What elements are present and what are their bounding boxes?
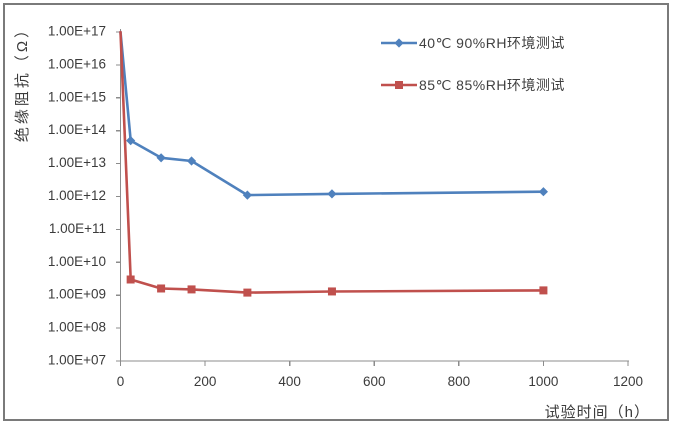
data-point-marker — [538, 187, 549, 197]
y-tick-label: 1.00E+16 — [48, 56, 106, 71]
x-tick-label: 200 — [194, 374, 217, 389]
legend-line-square-icon — [381, 81, 417, 89]
x-tick-label: 1000 — [528, 374, 558, 389]
y-tick-label: 1.00E+12 — [48, 188, 106, 203]
data-point-marker — [186, 156, 197, 166]
data-point-marker — [156, 153, 166, 163]
legend-item-85c-85rh[interactable]: 85℃ 85%RH环境测试 — [381, 77, 565, 93]
x-tick-label: 800 — [448, 374, 471, 389]
diamond-marker-icon — [394, 38, 404, 48]
data-point-marker — [126, 275, 135, 284]
square-marker-icon — [395, 81, 403, 89]
series-0 — [119, 30, 549, 200]
y-tick-label: 1.00E+17 — [48, 24, 106, 39]
y-axis-title: 绝缘阻抗（Ω） — [14, 19, 31, 143]
legend-item-40c-90rh[interactable]: 40℃ 90%RH环境测试 — [381, 35, 565, 51]
series-line-0 — [119, 30, 545, 197]
y-tick-label: 1.00E+14 — [48, 122, 107, 137]
data-point-marker — [157, 284, 166, 293]
legend-label: 40℃ 90%RH环境测试 — [419, 35, 565, 51]
y-tick-label: 1.00E+13 — [48, 155, 106, 170]
data-point-marker — [327, 189, 337, 199]
legend-label: 85℃ 85%RH环境测试 — [419, 77, 565, 93]
data-point-marker — [242, 190, 252, 200]
y-tick-label: 1.00E+09 — [48, 287, 106, 302]
x-tick-label: 0 — [117, 374, 125, 389]
legend-line-diamond-icon — [381, 38, 417, 48]
x-tick-label: 400 — [278, 374, 301, 389]
chart-frame — [3, 3, 669, 421]
series-line-1 — [119, 30, 545, 294]
data-point-marker — [126, 136, 136, 146]
y-tick-label: 1.00E+15 — [48, 89, 106, 104]
y-tick-label: 1.00E+10 — [48, 254, 106, 269]
y-tick-label: 1.00E+08 — [48, 320, 106, 335]
data-point-marker — [539, 286, 548, 295]
y-tick-label: 1.00E+11 — [49, 221, 106, 236]
y-tick-label: 1.00E+07 — [48, 353, 106, 368]
data-point-marker — [243, 288, 252, 297]
x-axis-title: 试验时间（h） — [544, 404, 650, 421]
x-tick-label: 600 — [363, 374, 386, 389]
data-point-marker — [327, 287, 336, 296]
x-tick-label: 1200 — [613, 374, 643, 389]
data-point-marker — [187, 285, 196, 294]
series-1 — [119, 30, 548, 297]
